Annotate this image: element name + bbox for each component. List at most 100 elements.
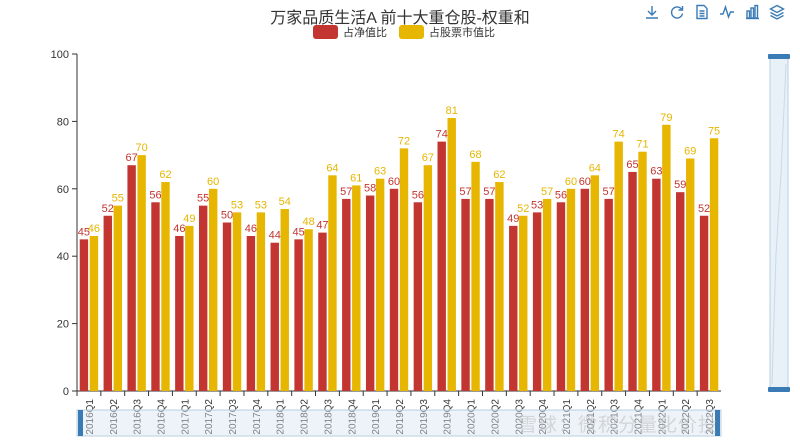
data-label-stock-value-2021Q3: 74: [613, 129, 625, 141]
bar-stock-value-2020Q2[interactable]: [495, 182, 504, 391]
bar-stock-value-2016Q4[interactable]: [161, 182, 170, 391]
bar-net-value-2021Q4[interactable]: [628, 171, 637, 391]
data-view-icon[interactable]: [694, 4, 710, 20]
bar-net-value-2017Q2[interactable]: [198, 205, 208, 391]
bar-net-value-2021Q2[interactable]: [580, 188, 590, 391]
y-tick-label-1: 20: [57, 319, 69, 331]
bar-stock-value-2017Q1[interactable]: [185, 225, 194, 391]
bar-stock-value-2022Q3[interactable]: [709, 138, 719, 391]
bar-stock-value-2019Q2[interactable]: [399, 148, 409, 391]
legend-item-net-value[interactable]: 占净值比: [313, 24, 387, 40]
bar-net-value-2016Q4[interactable]: [151, 202, 160, 391]
data-label-net-value-2017Q4: 46: [245, 223, 257, 235]
bar-net-value-2019Q4[interactable]: [437, 141, 446, 391]
bar-stock-value-2017Q4[interactable]: [256, 212, 266, 391]
data-label-net-value-2016Q2: 52: [102, 203, 114, 215]
data-label-net-value-2018Q4: 57: [340, 186, 352, 198]
vertical-zoom-top-handle[interactable]: [768, 54, 790, 59]
bar-stock-value-2021Q3[interactable]: [614, 141, 623, 391]
bar-net-value-2021Q3[interactable]: [604, 198, 613, 391]
bar-net-value-2018Q1[interactable]: [270, 242, 279, 391]
bar-net-value-2021Q1[interactable]: [556, 202, 566, 391]
bar-net-value-2018Q2[interactable]: [294, 239, 303, 391]
x-tick-label-2019Q2: 2019Q2: [395, 399, 406, 435]
data-label-stock-value-2016Q1: 46: [88, 223, 100, 235]
x-tick-label-2020Q2: 2020Q2: [490, 399, 501, 435]
bar-net-value-2022Q1[interactable]: [652, 178, 661, 391]
bar-stock-value-2017Q2[interactable]: [208, 188, 218, 391]
bar-net-value-2018Q3[interactable]: [318, 232, 327, 391]
bar-stock-value-2021Q2[interactable]: [590, 175, 600, 391]
bar-stock-value-2020Q1[interactable]: [471, 161, 480, 391]
bar-net-value-2019Q3[interactable]: [413, 202, 423, 391]
vertical-data-zoom[interactable]: [764, 54, 794, 392]
bar-stock-value-2019Q4[interactable]: [447, 118, 456, 391]
bar-stock-value-2020Q4[interactable]: [542, 198, 552, 391]
bar-net-value-2016Q3[interactable]: [127, 165, 136, 391]
data-label-stock-value-2019Q3: 67: [422, 152, 434, 164]
refresh-icon[interactable]: [669, 4, 685, 20]
bar-stock-value-2020Q3[interactable]: [519, 215, 528, 391]
bar-stock-value-2022Q1[interactable]: [662, 124, 671, 392]
x-tick-label-2022Q1: 2022Q1: [657, 399, 668, 435]
y-tick-label-3: 60: [57, 184, 69, 196]
x-tick-label-2021Q4: 2021Q4: [634, 399, 645, 435]
bar-stock-value-2018Q4[interactable]: [352, 185, 361, 391]
legend: 占净值比 占股票市值比: [313, 24, 495, 40]
bar-stock-value-2021Q4[interactable]: [638, 151, 647, 391]
download-icon[interactable]: [644, 4, 660, 20]
bar-stock-value-2018Q3[interactable]: [328, 175, 337, 391]
bar-stock-value-2017Q3[interactable]: [232, 212, 242, 391]
data-label-stock-value-2021Q1: 60: [565, 176, 577, 188]
horizontal-zoom-left-handle[interactable]: [78, 410, 83, 436]
bar-net-value-2017Q1[interactable]: [175, 235, 184, 391]
bar-stock-value-2022Q2[interactable]: [686, 158, 695, 391]
data-label-stock-value-2022Q2: 69: [684, 145, 696, 157]
bar-net-value-2019Q1[interactable]: [365, 195, 375, 391]
bar-net-value-2018Q4[interactable]: [342, 198, 351, 391]
bar-stock-value-2019Q1[interactable]: [375, 178, 385, 391]
vertical-zoom-bottom-handle[interactable]: [768, 387, 790, 392]
bar-stock-value-2018Q2[interactable]: [304, 229, 313, 391]
bar-net-value-2019Q2[interactable]: [389, 188, 399, 391]
data-label-stock-value-2022Q1: 79: [660, 112, 672, 124]
data-label-stock-value-2018Q4: 61: [350, 172, 362, 184]
y-tick-label-0: 0: [63, 386, 69, 398]
bar-net-value-2020Q2[interactable]: [485, 198, 494, 391]
bar-net-value-2016Q1[interactable]: [79, 239, 89, 391]
line-chart-icon[interactable]: [719, 4, 735, 20]
legend-swatch-stock-value: [399, 25, 424, 39]
data-label-net-value-2016Q4: 56: [149, 189, 161, 201]
bar-net-value-2020Q3[interactable]: [509, 225, 518, 391]
bar-net-value-2020Q1[interactable]: [461, 198, 470, 391]
x-tick-label-2019Q3: 2019Q3: [419, 399, 430, 435]
x-tick-label-2017Q2: 2017Q2: [204, 399, 215, 435]
bar-chart-icon[interactable]: [744, 4, 760, 20]
y-tick-label-5: 100: [51, 49, 69, 61]
legend-item-stock-value[interactable]: 占股票市值比: [399, 24, 495, 40]
data-label-net-value-2021Q2: 60: [579, 176, 591, 188]
bar-stock-value-2016Q2[interactable]: [113, 205, 122, 391]
bar-net-value-2017Q4[interactable]: [246, 235, 256, 391]
bar-net-value-2017Q3[interactable]: [222, 222, 232, 392]
bar-stock-value-2016Q1[interactable]: [89, 235, 99, 391]
data-label-stock-value-2017Q2: 60: [207, 176, 219, 188]
bar-stock-value-2018Q1[interactable]: [280, 209, 289, 391]
bar-net-value-2022Q3[interactable]: [699, 215, 709, 391]
data-label-net-value-2022Q1: 63: [650, 166, 662, 178]
x-tick-label-2021Q1: 2021Q1: [562, 399, 573, 435]
x-tick-label-2019Q1: 2019Q1: [371, 399, 382, 435]
data-label-net-value-2019Q3: 56: [412, 189, 424, 201]
stack-icon[interactable]: [769, 4, 785, 20]
horizontal-data-zoom[interactable]: [76, 409, 722, 437]
bar-net-value-2020Q4[interactable]: [532, 212, 542, 391]
bar-net-value-2016Q2[interactable]: [103, 215, 112, 391]
data-label-stock-value-2020Q3: 52: [517, 203, 529, 215]
bar-stock-value-2019Q3[interactable]: [423, 165, 433, 391]
horizontal-zoom-right-handle[interactable]: [715, 410, 720, 436]
bar-stock-value-2016Q3[interactable]: [137, 155, 146, 391]
bar-net-value-2022Q2[interactable]: [676, 192, 685, 391]
bar-stock-value-2021Q1[interactable]: [566, 188, 576, 391]
data-label-stock-value-2019Q2: 72: [398, 135, 410, 147]
data-label-net-value-2021Q1: 56: [555, 189, 567, 201]
